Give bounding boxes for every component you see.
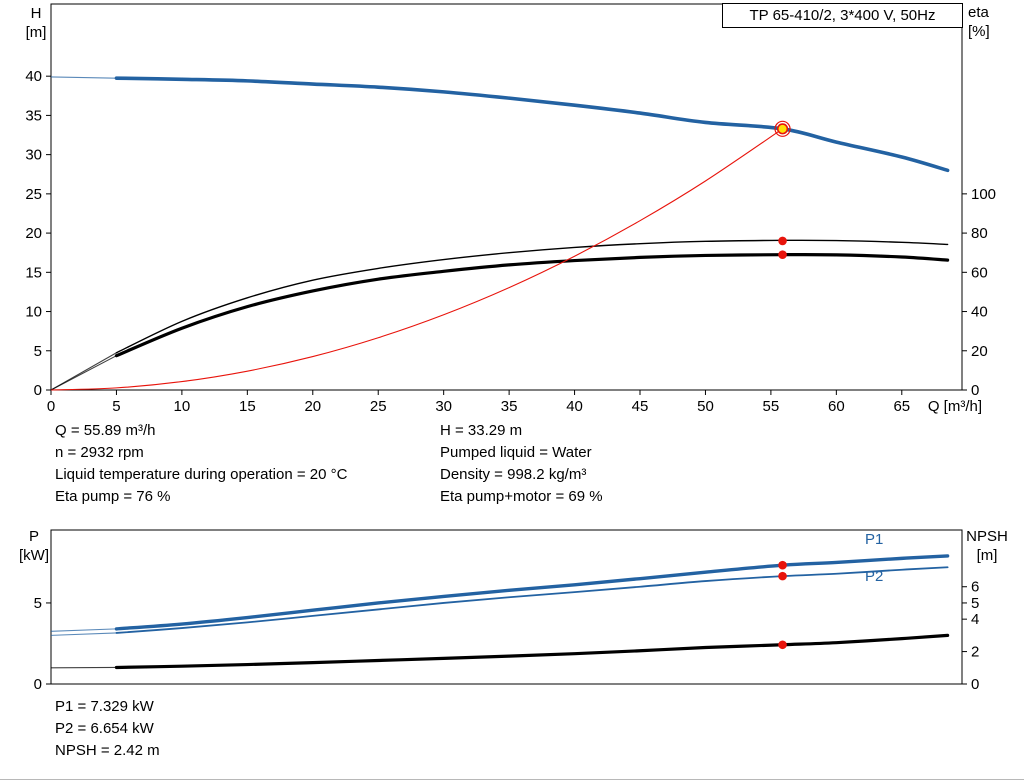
head-axis-symbol: H (30, 5, 42, 22)
series-duty-parabola (50, 128, 783, 391)
y-left-tick-label: 40 (25, 68, 42, 85)
x-tick-label: 60 (828, 398, 845, 415)
chart-frame-1 (50, 529, 963, 685)
eta-pump-motor-point (778, 250, 787, 259)
y-right-tick-label: 6 (971, 579, 979, 596)
chart-frame-0 (50, 3, 963, 391)
y-left-tick-label: 10 (25, 304, 42, 321)
pump-title-box: TP 65-410/2, 3*400 V, 50Hz (722, 3, 963, 28)
result-npsh: NPSH = 2.42 m (55, 742, 160, 759)
result-p2: P2 = 6.654 kW (55, 720, 154, 737)
y-left-tick-label: 5 (34, 343, 42, 360)
y-right-tick-label: 100 (971, 186, 996, 203)
eta-axis-label: eta [%] (968, 3, 1012, 41)
duty-point-marker (776, 123, 789, 135)
y-left-tick-label: 5 (34, 595, 42, 612)
op-density: Density = 998.2 kg/m³ (440, 466, 587, 483)
y-right-tick-label: 80 (971, 225, 988, 242)
x-tick-label: 20 (304, 398, 321, 415)
op-pumped-liquid: Pumped liquid = Water (440, 444, 592, 461)
npsh-axis-unit: [m] (976, 547, 998, 564)
series-p2 (115, 566, 949, 634)
x-tick-label: 45 (632, 398, 649, 415)
series-eta-pump-motor-minflow (50, 355, 117, 391)
operating-point-right-column: H = 33.29 m Pumped liquid = Water Densit… (440, 420, 603, 508)
series-npsh (114, 633, 950, 670)
head-axis-label: H [m] (18, 4, 54, 42)
x-tick-label: 15 (239, 398, 256, 415)
head-axis-unit: [m] (25, 24, 47, 41)
operating-point-left-column: Q = 55.89 m³/h n = 2932 rpm Liquid tempe… (55, 420, 347, 508)
x-tick-label: 40 (566, 398, 583, 415)
duty-point-marker-ring (774, 120, 791, 137)
x-tick-label: 35 (501, 398, 518, 415)
p1-point (778, 560, 787, 570)
y-right-tick-label: 4 (971, 611, 979, 628)
y-left-tick-label: 15 (25, 264, 42, 281)
series-head-minflow (50, 76, 117, 79)
y-left-tick-label: 25 (25, 186, 42, 203)
eta-pump-point (778, 236, 787, 246)
result-p1: P1 = 7.329 kW (55, 698, 154, 715)
x-tick-label: 25 (370, 398, 387, 415)
y-right-tick-label: 2 (971, 644, 979, 661)
op-eta-pump: Eta pump = 76 % (55, 488, 171, 505)
eta-axis-unit: [%] (968, 23, 990, 40)
series-head (114, 76, 950, 173)
flow-axis-label: Q [m³/h] (927, 398, 982, 415)
npsh-axis-label: NPSH [m] (958, 527, 1016, 565)
y-left-tick-label: 30 (25, 147, 42, 164)
x-tick-label: 65 (893, 398, 910, 415)
power-axis-label: P [kW] (12, 527, 56, 565)
x-tick-label: 55 (763, 398, 780, 415)
p2-point (778, 571, 787, 581)
power-axis-symbol: P (28, 528, 39, 545)
x-tick-label: 10 (174, 398, 191, 415)
x-tick-label: 50 (697, 398, 714, 415)
x-tick-label: 30 (435, 398, 452, 415)
p1-curve-label: P1 (865, 531, 884, 548)
y-right-tick-label: 60 (971, 264, 988, 281)
series-p1-minflow (50, 628, 117, 632)
p2-curve-label: P2 (865, 568, 884, 585)
series-p2-minflow (50, 632, 117, 636)
x-tick-label: 0 (47, 398, 55, 415)
x-tick-label: 5 (112, 398, 120, 415)
op-speed: n = 2932 rpm (55, 444, 144, 461)
y-right-tick-label: 5 (971, 595, 979, 612)
y-right-tick-label: 0 (971, 676, 979, 693)
eta-axis-symbol: eta (968, 4, 989, 21)
y-right-tick-label: 0 (971, 382, 979, 399)
series-p1 (114, 554, 950, 631)
npsh-point (778, 640, 787, 650)
op-flow: Q = 55.89 m³/h (55, 422, 156, 439)
op-head: H = 33.29 m (440, 422, 523, 439)
y-right-tick-label: 20 (971, 343, 988, 360)
window-bottom-edge (0, 779, 1024, 780)
y-left-tick-label: 0 (34, 382, 42, 399)
op-liquid-temp: Liquid temperature during operation = 20… (55, 466, 348, 483)
op-eta-pump-motor: Eta pump+motor = 69 % (440, 488, 603, 505)
series-eta-pump-motor (114, 252, 950, 358)
y-left-tick-label: 20 (25, 225, 42, 242)
power-axis-unit: [kW] (19, 547, 49, 564)
series-eta-pump (115, 239, 949, 354)
results-block: P1 = 7.329 kW P2 = 6.654 kW NPSH = 2.42 … (55, 696, 160, 762)
npsh-axis-symbol: NPSH (966, 528, 1008, 545)
y-left-tick-label: 0 (34, 676, 42, 693)
y-left-tick-label: 35 (25, 107, 42, 124)
y-right-tick-label: 40 (971, 304, 988, 321)
